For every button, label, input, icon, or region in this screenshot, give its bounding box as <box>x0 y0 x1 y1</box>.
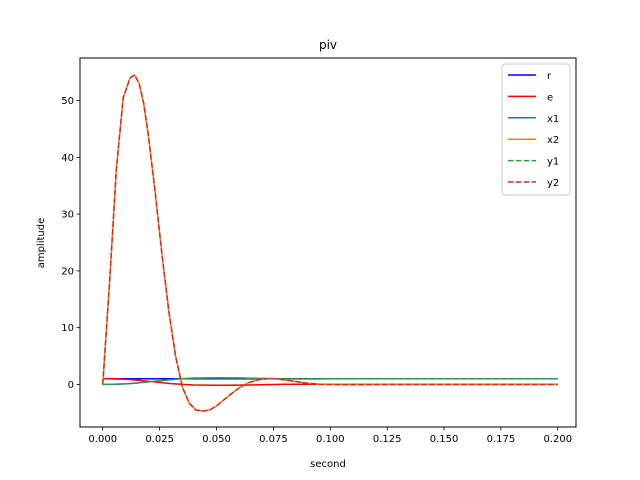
y-tick-label: 40 <box>61 153 74 164</box>
legend: re x1 x2 y1 y2 <box>501 63 571 196</box>
y-tick-label: 10 <box>61 323 74 334</box>
x-tick-label: 0.200 <box>543 434 572 445</box>
x-tick-label: 0.100 <box>316 434 345 445</box>
legend-label-y1: y1 <box>547 157 559 168</box>
legend-label-e: e <box>547 92 553 103</box>
legend-label-x1: x1 <box>547 114 559 125</box>
plot-frame <box>79 57 577 428</box>
y-axis-label: amplitude <box>36 218 47 269</box>
y-tick-label: 30 <box>61 210 74 221</box>
legend-label-x2: x2 <box>547 135 559 146</box>
series-line-y1 <box>102 377 558 386</box>
chart-title: piv <box>319 38 337 52</box>
y-tick-label: 20 <box>61 266 74 277</box>
x-tick-label: 0.150 <box>430 434 459 445</box>
legend-label-r: r <box>547 71 552 82</box>
series-line-y2 <box>102 74 558 412</box>
x-tick-label: 0.075 <box>259 434 288 445</box>
x-tick-label: 0.175 <box>487 434 516 445</box>
legend-box <box>501 63 571 196</box>
y-axis-ticks: 0 10 20 30 40 50 <box>61 96 80 391</box>
x-tick-label: 0.050 <box>202 434 231 445</box>
y-tick-label: 50 <box>61 96 74 107</box>
x-tick-label: 0.125 <box>373 434 402 445</box>
x-tick-label: 0.025 <box>145 434 174 445</box>
x-axis-label: second <box>310 459 346 470</box>
x-axis-ticks: 0.000 0.025 0.050 0.075 0.100 0.125 0.150 0.175… <box>88 427 572 445</box>
legend-label-y2: y2 <box>547 178 559 189</box>
x-tick-label: 0.000 <box>88 434 117 445</box>
plot-lines <box>102 74 558 412</box>
y-tick-label: 0 <box>68 380 74 391</box>
